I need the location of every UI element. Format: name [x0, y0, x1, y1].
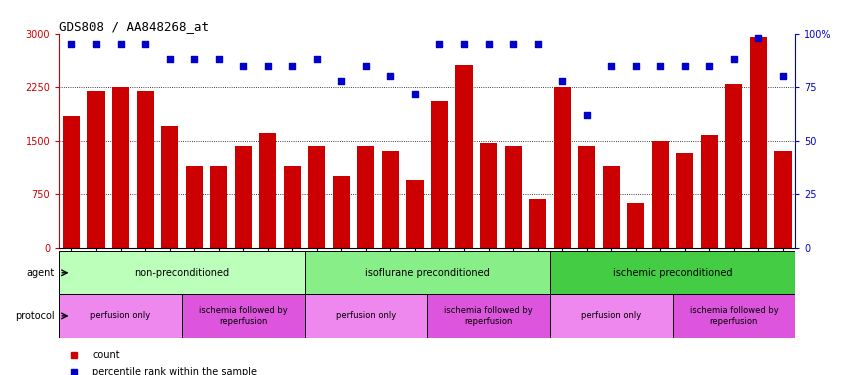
Point — [678, 63, 691, 69]
Bar — [59, 251, 305, 294]
Point — [359, 63, 372, 69]
Bar — [504, 146, 522, 248]
Bar — [725, 84, 743, 248]
Bar — [305, 294, 427, 338]
Bar — [161, 126, 179, 248]
Point — [64, 41, 78, 47]
Point — [138, 41, 151, 47]
Point — [604, 63, 618, 69]
Bar — [332, 176, 350, 248]
Text: agent: agent — [27, 268, 55, 278]
Bar — [578, 146, 596, 248]
Point — [89, 41, 102, 47]
Bar — [431, 101, 448, 248]
Text: GDS808 / AA848268_at: GDS808 / AA848268_at — [59, 20, 209, 33]
Bar — [529, 199, 547, 248]
Point — [457, 41, 470, 47]
Text: non-preconditioned: non-preconditioned — [135, 268, 229, 278]
Text: percentile rank within the sample: percentile rank within the sample — [92, 367, 257, 375]
Text: isoflurane preconditioned: isoflurane preconditioned — [365, 268, 490, 278]
Point — [113, 41, 127, 47]
Bar — [700, 135, 718, 248]
Text: ischemia followed by
reperfusion: ischemia followed by reperfusion — [444, 306, 533, 326]
Text: ischemic preconditioned: ischemic preconditioned — [613, 268, 733, 278]
Bar — [676, 153, 694, 248]
Bar — [136, 91, 154, 248]
Text: ischemia followed by
reperfusion: ischemia followed by reperfusion — [689, 306, 778, 326]
Text: perfusion only: perfusion only — [91, 311, 151, 320]
Point — [751, 35, 765, 41]
Text: count: count — [92, 350, 120, 360]
Point — [310, 56, 323, 62]
Bar — [550, 294, 673, 338]
Bar — [234, 146, 252, 248]
Bar — [357, 146, 375, 248]
Bar — [87, 91, 105, 248]
Bar — [406, 180, 424, 248]
Bar — [59, 294, 182, 338]
Point — [383, 74, 397, 80]
Point — [629, 63, 642, 69]
Point — [580, 112, 593, 118]
Point — [187, 56, 201, 62]
Point — [261, 63, 274, 69]
Bar — [112, 87, 129, 248]
Bar — [259, 134, 277, 248]
Bar — [673, 294, 795, 338]
Point — [432, 41, 446, 47]
Bar — [427, 294, 550, 338]
Bar — [308, 146, 326, 248]
Point — [285, 63, 299, 69]
Point — [776, 74, 789, 80]
Text: perfusion only: perfusion only — [581, 311, 641, 320]
Bar — [550, 251, 795, 294]
Text: perfusion only: perfusion only — [336, 311, 396, 320]
Bar — [382, 151, 399, 248]
Point — [334, 78, 348, 84]
Bar — [182, 294, 305, 338]
Bar — [553, 87, 571, 248]
Text: protocol: protocol — [15, 311, 55, 321]
Bar — [283, 165, 301, 248]
Bar — [651, 141, 669, 248]
Bar — [750, 37, 767, 248]
Point — [727, 56, 740, 62]
Bar — [455, 65, 473, 248]
Point — [555, 78, 569, 84]
Bar — [480, 144, 497, 248]
Point — [481, 41, 495, 47]
Bar — [627, 203, 645, 248]
Point — [530, 41, 544, 47]
Bar — [602, 165, 620, 248]
Bar — [774, 151, 792, 248]
Bar — [63, 116, 80, 248]
Point — [653, 63, 667, 69]
Point — [236, 63, 250, 69]
Text: ischemia followed by
reperfusion: ischemia followed by reperfusion — [199, 306, 288, 326]
Bar — [305, 251, 550, 294]
Bar — [185, 165, 203, 248]
Point — [702, 63, 716, 69]
Bar — [210, 165, 228, 248]
Point — [212, 56, 225, 62]
Point — [408, 91, 421, 97]
Point — [162, 56, 176, 62]
Point — [506, 41, 519, 47]
